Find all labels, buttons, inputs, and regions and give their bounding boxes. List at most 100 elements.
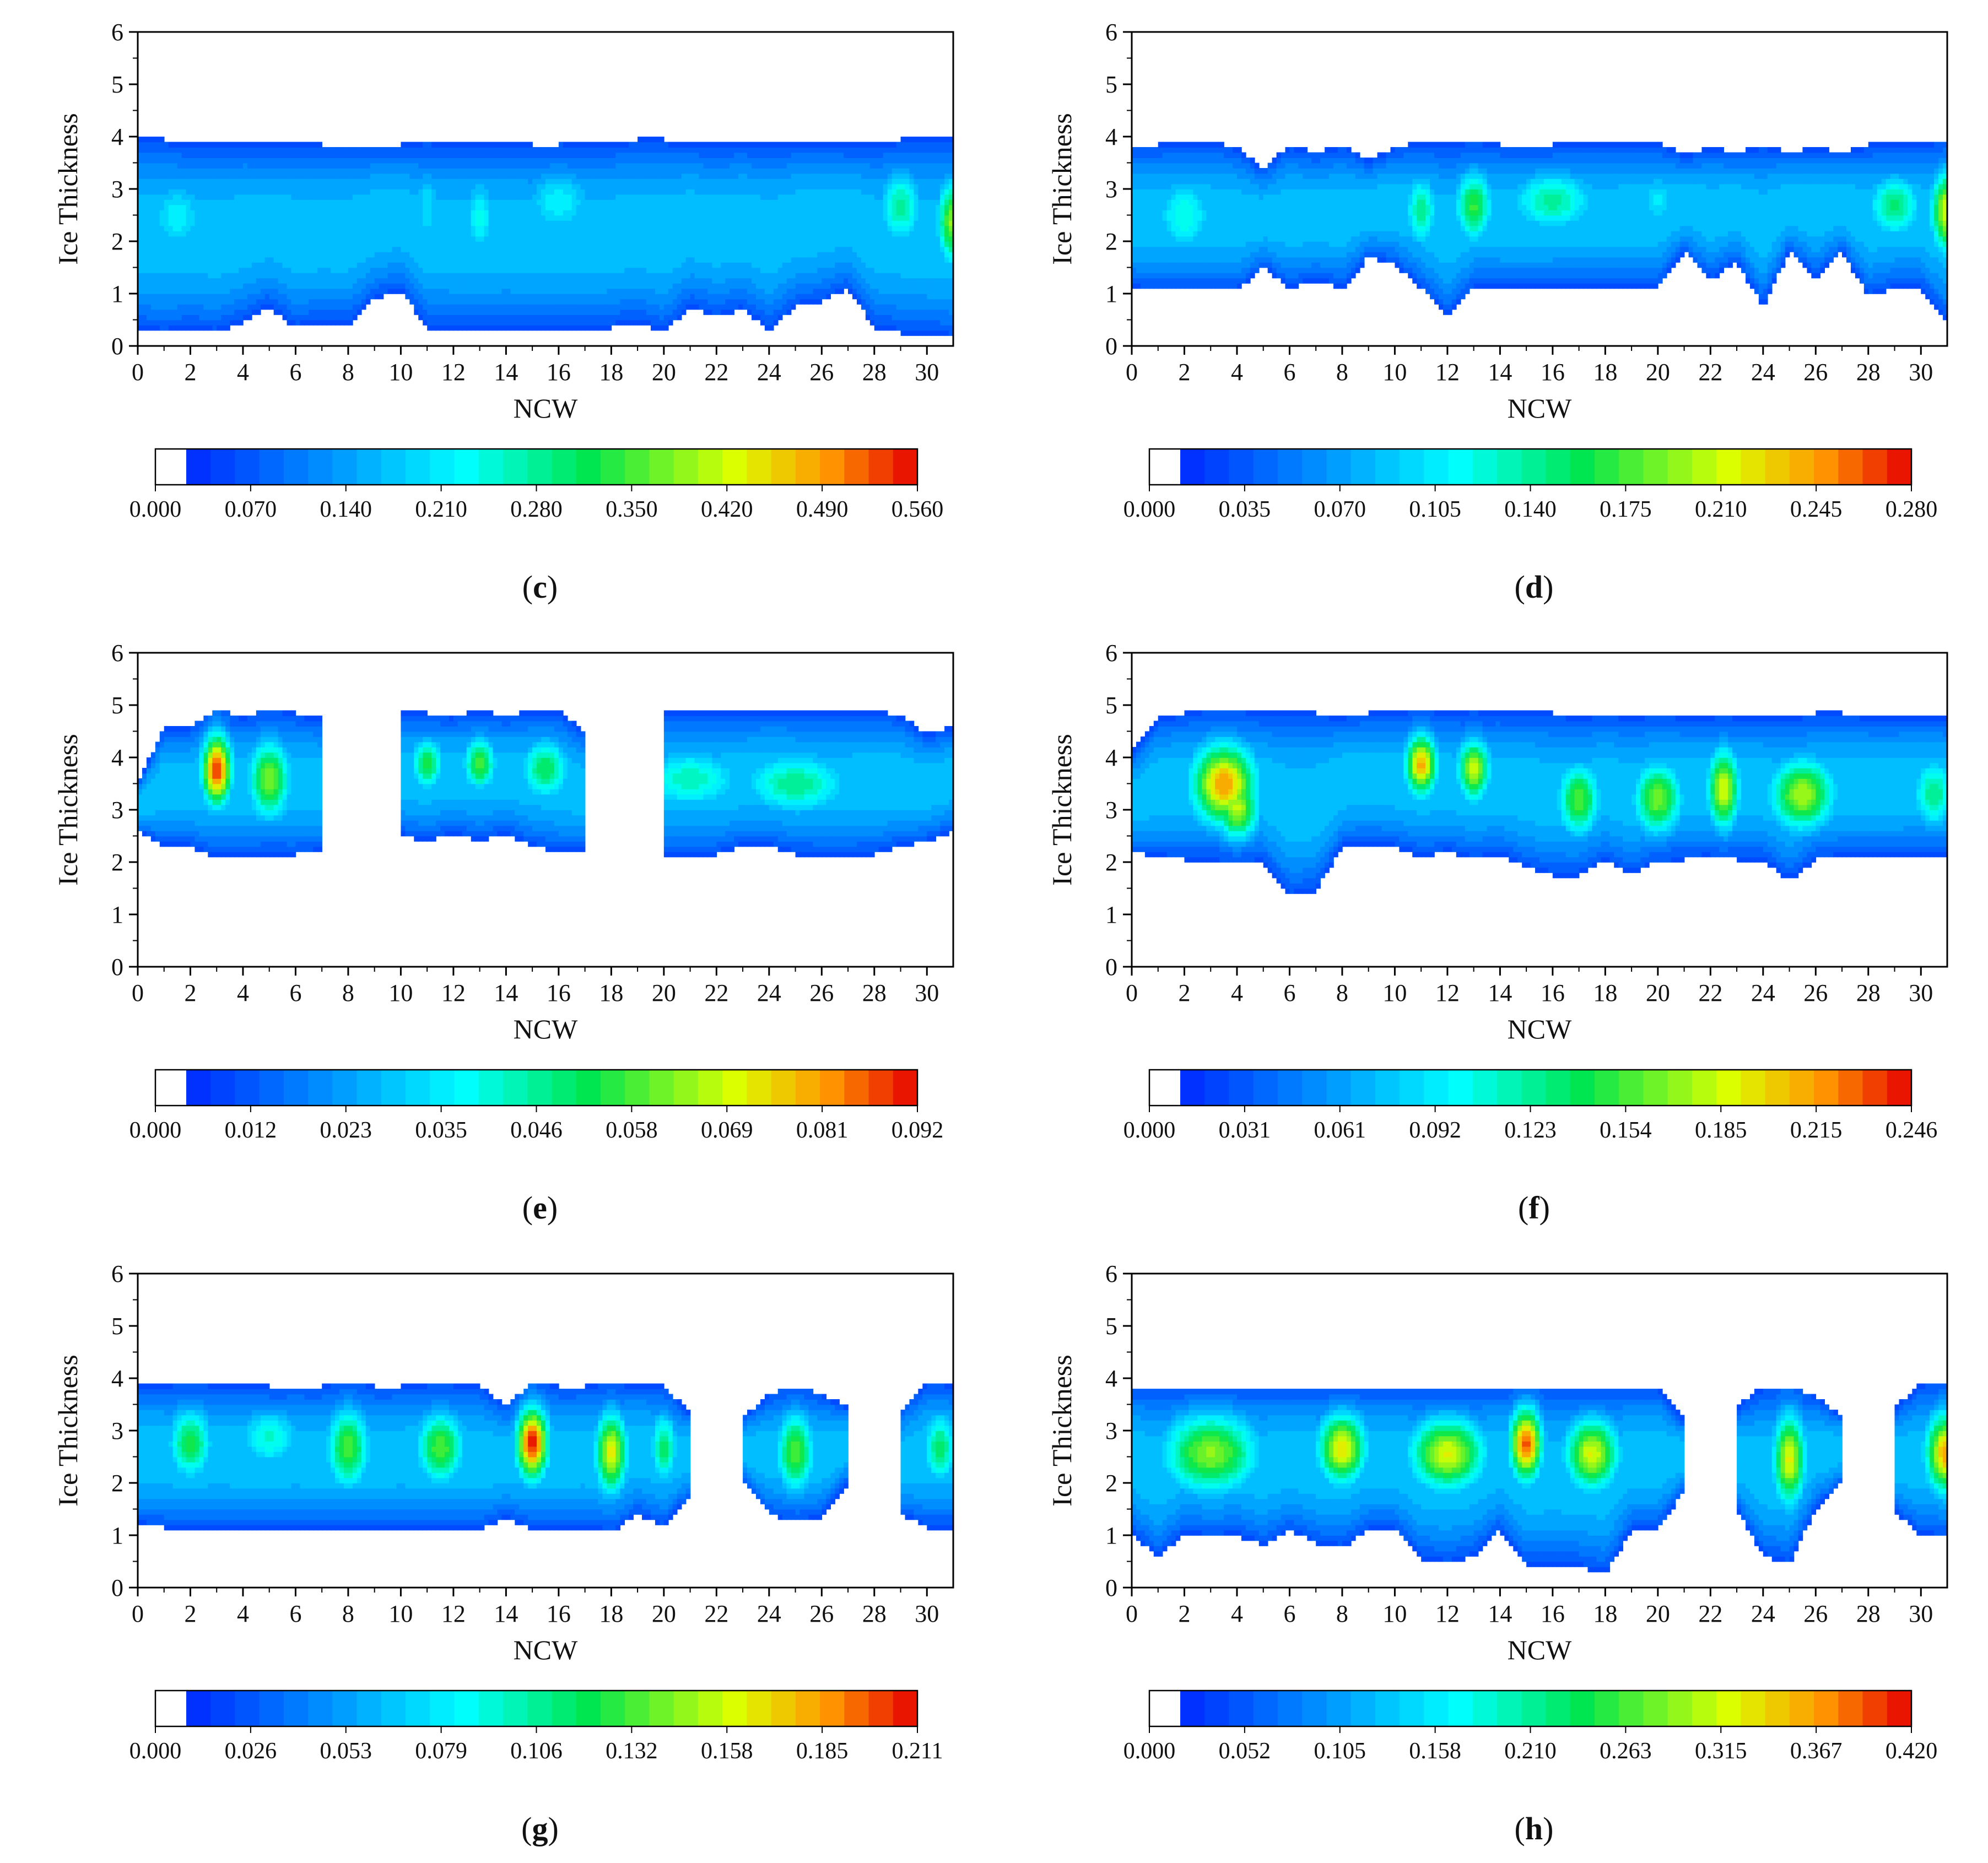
y-tick-label: 1 — [1105, 1522, 1117, 1549]
x-tick-label: 20 — [1646, 1600, 1670, 1627]
colorbar-swatch — [1765, 449, 1790, 485]
x-tick-label: 14 — [1488, 359, 1512, 386]
colorbar-swatch — [1350, 1691, 1376, 1726]
x-tick-label: 0 — [1126, 979, 1138, 1006]
x-tick-label: 8 — [342, 359, 354, 386]
colorbar-swatch — [527, 1691, 553, 1726]
colorbar-swatch — [1643, 1070, 1668, 1106]
colorbar-swatch — [1424, 449, 1449, 485]
colorbar-swatch — [454, 1691, 479, 1726]
y-tick-label: 3 — [111, 797, 123, 824]
y-axis-title: Ice Thickness — [52, 113, 83, 264]
x-tick-label: 28 — [1856, 979, 1881, 1006]
colorbar-swatch — [1180, 449, 1205, 485]
colorbar-swatch — [1400, 449, 1424, 485]
colorbar-swatch — [1472, 1691, 1498, 1726]
x-tick-label: 8 — [1336, 1600, 1348, 1627]
x-tick-label: 2 — [1178, 1600, 1190, 1627]
x-tick-label: 8 — [342, 979, 354, 1006]
colorbar-swatch — [1229, 449, 1254, 485]
colorbar-swatch — [308, 1070, 333, 1106]
x-tick-label: 6 — [1283, 359, 1295, 386]
colorbar-swatch — [430, 1070, 455, 1106]
colorbar-tick-label: 0.175 — [1600, 497, 1652, 522]
colorbar-swatch — [1814, 1691, 1839, 1726]
colorbar-swatch — [722, 1070, 747, 1106]
chart-panel-g: 0 2 4 6 8 10 12 14 16 18 20 22 24 26 28 30 0 1 2 3 4 5 6 NCW Ice… — [0, 1242, 994, 1862]
colorbar-swatch — [1692, 1691, 1717, 1726]
colorbar-tick-label: 0.215 — [1790, 1118, 1843, 1143]
colorbar-swatch — [795, 449, 820, 485]
colorbar-swatch — [1594, 1070, 1619, 1106]
colorbar-swatch — [673, 1070, 699, 1106]
x-tick-label: 30 — [1909, 359, 1933, 386]
colorbar-swatch — [356, 1691, 382, 1726]
x-tick-label: 8 — [342, 1600, 354, 1627]
y-tick-label: 2 — [1105, 1470, 1117, 1497]
x-tick-label: 12 — [441, 979, 466, 1006]
x-tick-label: 30 — [1909, 1600, 1933, 1627]
y-axis-title: Ice Thickness — [52, 734, 83, 885]
colorbar-swatch — [381, 449, 406, 485]
colorbar-swatch — [893, 1691, 918, 1726]
x-tick-label: 22 — [1698, 359, 1722, 386]
colorbar-swatch — [868, 1070, 894, 1106]
colorbar-swatch — [308, 449, 333, 485]
panel-letter: (c) — [522, 569, 558, 605]
y-tick-label: 0 — [1105, 1574, 1117, 1601]
colorbar-swatch — [1789, 449, 1814, 485]
colorbar-swatch — [235, 1691, 260, 1726]
y-tick-label: 2 — [111, 1470, 123, 1497]
x-tick-label: 14 — [1488, 979, 1512, 1006]
colorbar-swatch — [1594, 1691, 1619, 1726]
colorbar: 0.000 0.031 0.061 0.092 0.123 0.154 0.185 0.215… — [1123, 1069, 1937, 1143]
colorbar-swatch — [1838, 449, 1863, 485]
x-tick-label: 4 — [1231, 979, 1243, 1006]
colorbar-swatch — [259, 449, 284, 485]
colorbar-swatch — [1765, 1691, 1790, 1726]
contour-field — [1132, 1383, 1947, 1573]
colorbar-swatch — [698, 1070, 723, 1106]
contour-field — [138, 710, 953, 858]
y-axis-title: Ice Thickness — [52, 1355, 83, 1506]
colorbar-swatch — [1400, 1691, 1424, 1726]
y-tick-label: 6 — [1105, 1260, 1117, 1287]
colorbar-swatch — [722, 449, 747, 485]
colorbar-tick-label: 0.154 — [1600, 1118, 1652, 1143]
colorbar-tick-label: 0.052 — [1219, 1739, 1271, 1764]
colorbar-tick-label: 0.023 — [320, 1118, 372, 1143]
contour-field — [138, 137, 953, 336]
colorbar-tick-label: 0.000 — [129, 1739, 182, 1764]
x-tick-label: 26 — [1803, 1600, 1828, 1627]
colorbar: 0.000 0.070 0.140 0.210 0.280 0.350 0.420 0.490… — [129, 448, 943, 522]
colorbar-tick-label: 0.046 — [510, 1118, 563, 1143]
colorbar-swatch — [1814, 1070, 1839, 1106]
y-tick-label: 4 — [111, 1365, 123, 1392]
colorbar-swatch — [235, 449, 260, 485]
colorbar-swatch — [259, 1070, 284, 1106]
colorbar-swatch — [332, 449, 358, 485]
colorbar-swatch — [844, 449, 869, 485]
colorbar-swatch — [1741, 449, 1766, 485]
colorbar-swatch — [503, 1070, 528, 1106]
colorbar-swatch — [1570, 1691, 1595, 1726]
colorbar-swatch — [527, 449, 553, 485]
colorbar-tick-label: 0.079 — [415, 1739, 467, 1764]
colorbar-tick-label: 0.026 — [225, 1739, 277, 1764]
colorbar-swatch — [1204, 1691, 1230, 1726]
x-tick-label: 4 — [1231, 359, 1243, 386]
colorbar-swatch — [1375, 1070, 1400, 1106]
colorbar-swatch — [747, 1691, 772, 1726]
colorbar-swatch — [503, 449, 528, 485]
y-tick-label: 6 — [111, 640, 123, 667]
colorbar-swatch — [1180, 1691, 1205, 1726]
colorbar-swatch — [308, 1691, 333, 1726]
colorbar: 0.000 0.012 0.023 0.035 0.046 0.058 0.069 0.081… — [129, 1069, 943, 1143]
x-tick-label: 16 — [547, 979, 571, 1006]
x-tick-label: 12 — [1435, 979, 1460, 1006]
y-tick-label: 3 — [1105, 1417, 1117, 1444]
colorbar-swatch — [1862, 449, 1888, 485]
x-tick-label: 24 — [757, 979, 781, 1006]
colorbar: 0.000 0.026 0.053 0.079 0.106 0.132 0.158 0.185… — [129, 1689, 943, 1764]
x-tick-label: 4 — [237, 359, 249, 386]
